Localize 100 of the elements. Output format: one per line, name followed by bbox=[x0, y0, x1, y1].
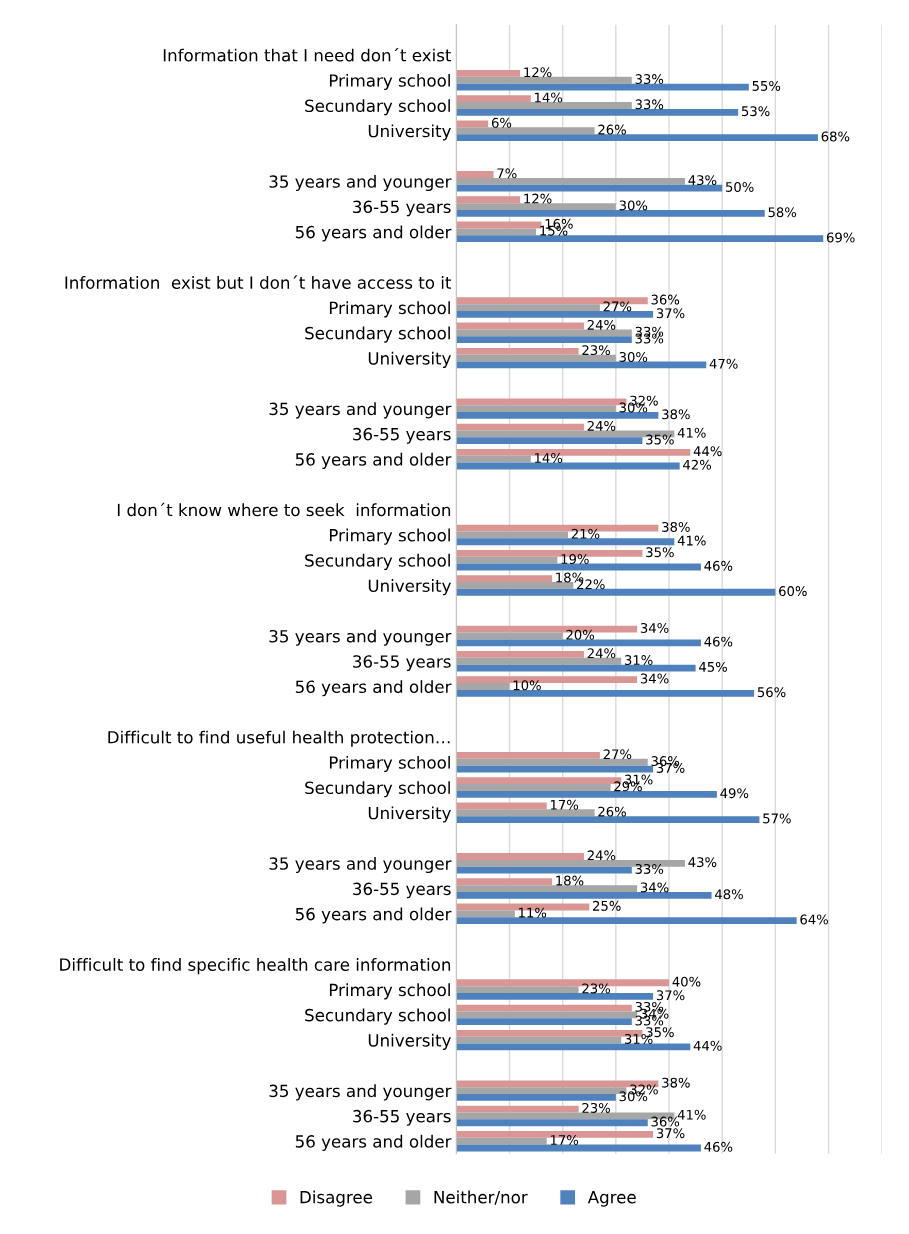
y-tick-label: Secundary school bbox=[305, 99, 450, 116]
bar bbox=[456, 304, 600, 311]
y-tick-label: Difficult to find useful health protection… bbox=[108, 730, 450, 747]
data-label: 37% bbox=[656, 1128, 685, 1139]
bar bbox=[456, 784, 611, 791]
data-label: 37% bbox=[656, 308, 685, 319]
bar bbox=[456, 405, 616, 413]
y-tick-label: 56 years and older bbox=[295, 907, 452, 924]
y-tick-label: Primary school bbox=[329, 301, 450, 318]
y-tick-label: Primary school bbox=[329, 755, 450, 773]
y-tick-label: 36-55 years bbox=[353, 882, 451, 899]
y-tick-label: University bbox=[368, 124, 451, 141]
y-tick-label: 35 years and younger bbox=[269, 1084, 452, 1101]
data-label: 34% bbox=[640, 882, 669, 893]
legend-label: Disagree bbox=[300, 1190, 373, 1207]
bar bbox=[456, 184, 723, 192]
data-label: 20% bbox=[566, 629, 595, 640]
data-label: 12% bbox=[524, 193, 552, 204]
data-label: 33% bbox=[635, 863, 664, 874]
data-label: 24% bbox=[587, 319, 616, 330]
data-label: 23% bbox=[582, 983, 610, 994]
data-label: 10% bbox=[513, 680, 541, 691]
bar bbox=[456, 336, 632, 344]
y-tick-label: 35 years and younger bbox=[269, 856, 452, 874]
bar bbox=[456, 1036, 622, 1044]
bar bbox=[456, 790, 717, 798]
bar bbox=[456, 228, 537, 236]
bar bbox=[456, 809, 595, 817]
bar bbox=[456, 1119, 648, 1127]
data-label: 56% bbox=[757, 687, 786, 698]
bar bbox=[456, 134, 818, 141]
data-label: 12% bbox=[524, 67, 552, 78]
data-label: 30% bbox=[619, 351, 648, 362]
data-label: 53% bbox=[741, 106, 770, 117]
y-tick-label: University bbox=[368, 1033, 451, 1050]
data-label: 48% bbox=[714, 889, 743, 900]
y-tick-label: 36-55 years bbox=[353, 200, 451, 217]
data-label: 42% bbox=[683, 459, 712, 470]
y-tick-label: Primary school bbox=[329, 73, 450, 91]
data-label: 36% bbox=[651, 294, 680, 305]
data-label: 17% bbox=[550, 1135, 579, 1145]
data-label: 14% bbox=[534, 453, 563, 463]
bar bbox=[456, 1094, 616, 1101]
data-label: 35% bbox=[646, 547, 674, 558]
bar bbox=[456, 177, 685, 185]
bar bbox=[456, 108, 739, 116]
y-tick-label: 56 years and older bbox=[295, 225, 452, 242]
data-label: 49% bbox=[720, 788, 749, 799]
data-label: 38% bbox=[662, 409, 690, 420]
data-label: 19% bbox=[561, 554, 589, 565]
bar bbox=[456, 689, 755, 697]
y-tick-label: University bbox=[368, 806, 451, 823]
data-label: 25% bbox=[593, 900, 621, 911]
data-label: 64% bbox=[800, 914, 829, 925]
data-label: 38% bbox=[662, 521, 690, 532]
data-label: 21% bbox=[571, 528, 600, 539]
y-tick-label: Secundary school bbox=[305, 781, 450, 798]
data-label: 68% bbox=[821, 131, 850, 142]
data-label: 24% bbox=[587, 850, 616, 861]
data-label: 30% bbox=[619, 200, 648, 211]
y-tick-label: I don´t know where to seek information bbox=[117, 502, 451, 517]
bar bbox=[456, 657, 622, 665]
y-tick-label: 35 years and younger bbox=[269, 629, 452, 646]
data-label: 11% bbox=[519, 907, 547, 918]
data-label: 27% bbox=[603, 301, 632, 312]
data-label: 14% bbox=[534, 92, 563, 103]
y-tick-label: Secundary school bbox=[305, 326, 450, 343]
data-label: 40% bbox=[672, 976, 701, 987]
bar bbox=[456, 209, 765, 217]
bar bbox=[456, 986, 579, 994]
data-label: 55% bbox=[752, 80, 781, 91]
data-label: 23% bbox=[582, 1102, 610, 1113]
y-tick-label: 36-55 years bbox=[353, 655, 451, 672]
data-label: 46% bbox=[704, 636, 733, 647]
bar bbox=[456, 639, 701, 647]
y-tick-label: 36-55 years bbox=[353, 1109, 451, 1126]
data-label: 26% bbox=[598, 806, 626, 817]
data-label: 50% bbox=[726, 181, 754, 192]
bar bbox=[456, 816, 760, 824]
bar bbox=[456, 993, 654, 1000]
data-label: 60% bbox=[779, 586, 807, 597]
bar bbox=[456, 1018, 632, 1026]
data-label: 41% bbox=[677, 1109, 706, 1120]
data-label: 27% bbox=[603, 749, 632, 760]
bar bbox=[456, 878, 553, 886]
data-label: 24% bbox=[587, 420, 616, 431]
data-label: 7% bbox=[497, 168, 517, 179]
data-label: 44% bbox=[693, 446, 722, 457]
bar bbox=[456, 1137, 547, 1145]
data-label: 23% bbox=[582, 345, 610, 356]
data-label: 33% bbox=[635, 99, 664, 110]
bar bbox=[456, 412, 659, 419]
data-label: 26% bbox=[598, 124, 626, 135]
y-tick-label: 35 years and younger bbox=[269, 174, 452, 192]
bar bbox=[456, 683, 510, 690]
data-label: 34% bbox=[640, 673, 669, 684]
data-label: 6% bbox=[491, 117, 512, 128]
bar bbox=[456, 347, 579, 355]
bar bbox=[456, 437, 643, 445]
data-label: 31% bbox=[624, 655, 653, 666]
